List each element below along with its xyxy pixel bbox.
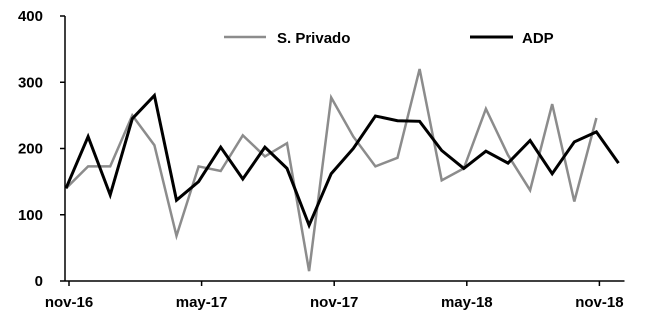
series-line-adp: [64, 92, 620, 230]
series-layer: [64, 68, 620, 272]
x-tick-label: may-18: [441, 294, 493, 311]
x-axis: nov-16 may-17 nov-17 may-18 nov-18: [45, 280, 625, 311]
y-tick-label: 400: [18, 8, 43, 25]
y-tick-label: 200: [18, 141, 43, 158]
series-line-s-privado: [65, 68, 598, 272]
x-tick-label: nov-16: [45, 294, 93, 311]
legend-label: ADP: [522, 30, 554, 47]
legend: S. Privado ADP: [224, 30, 554, 47]
y-tick-label: 300: [18, 74, 43, 91]
legend-label: S. Privado: [277, 30, 350, 47]
y-axis: 0 100 200 300 400: [18, 8, 66, 290]
y-tick-label: 0: [35, 273, 43, 290]
x-tick-label: may-17: [176, 294, 228, 311]
x-tick-label: nov-17: [310, 294, 358, 311]
x-tick-label: nov-18: [575, 294, 623, 311]
y-tick-label: 100: [18, 207, 43, 224]
